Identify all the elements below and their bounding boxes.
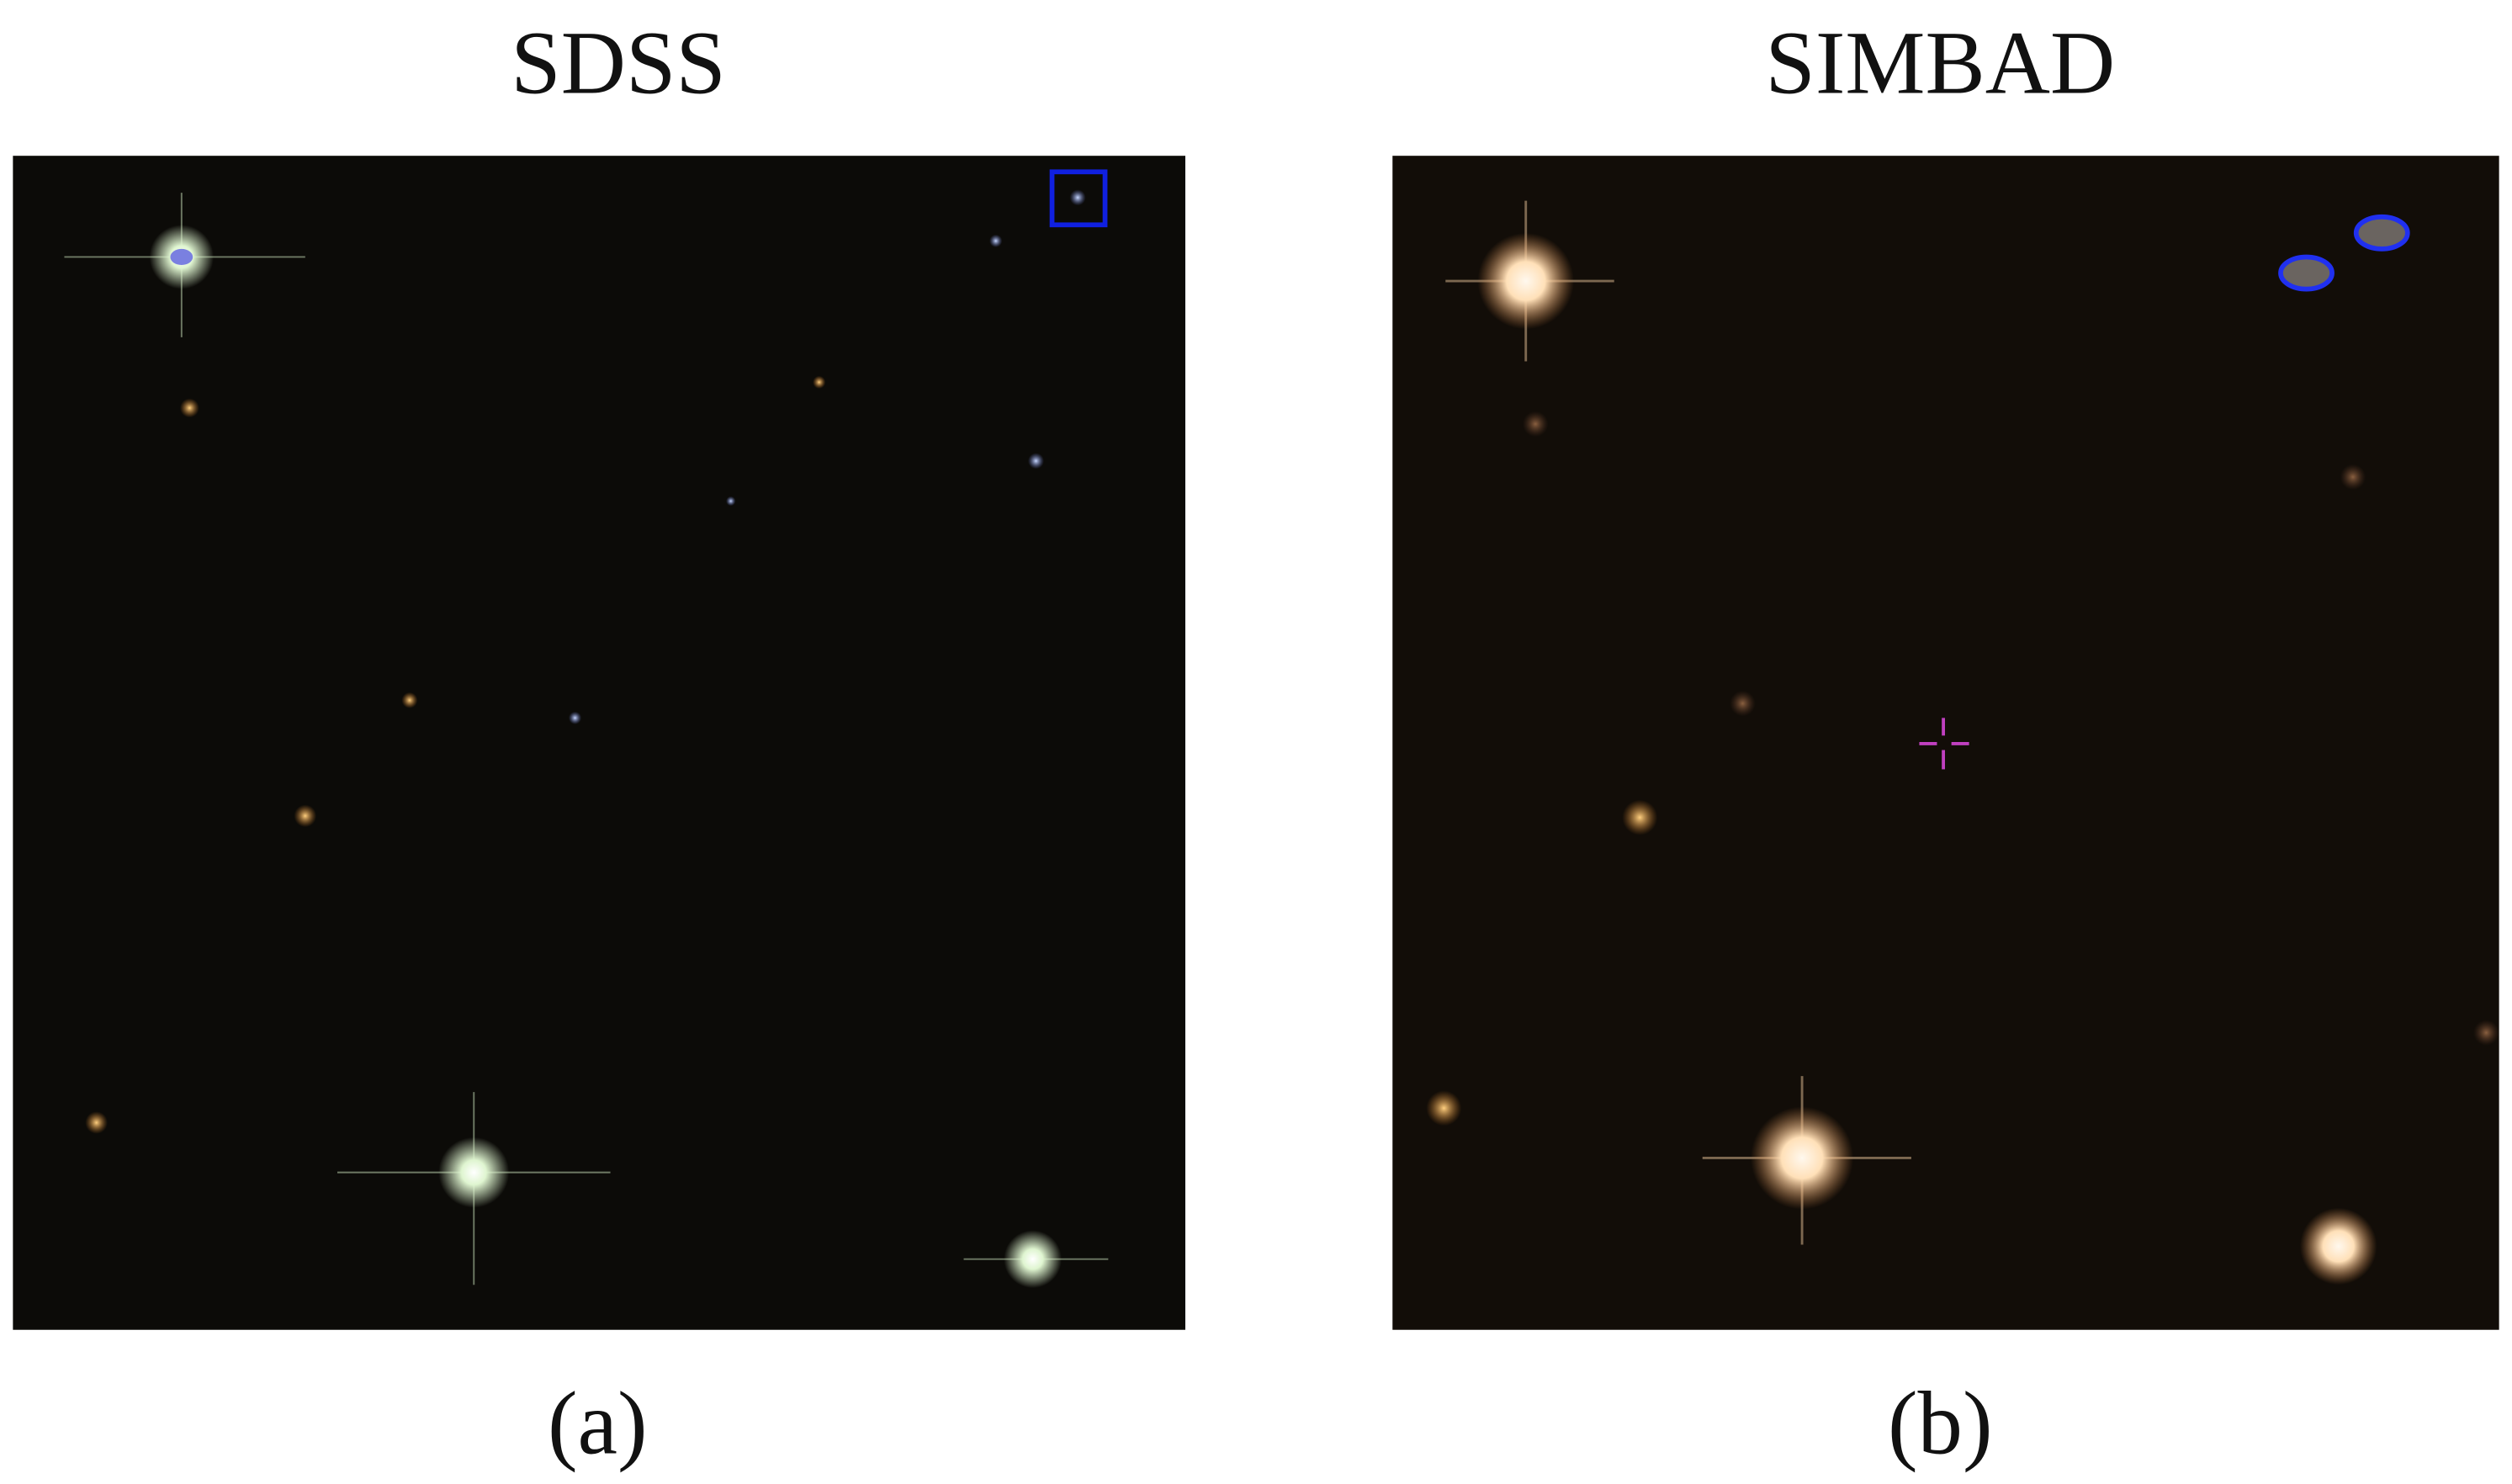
panel-caption: (b) — [1888, 1375, 1993, 1474]
marker-ellipse — [2278, 214, 2410, 292]
panel-title: SDSS — [511, 14, 726, 114]
sdss-image — [13, 156, 1185, 1330]
panel-title: SIMBAD — [1765, 14, 2115, 114]
marker-box — [1049, 169, 1108, 228]
crosshair — [1919, 718, 1969, 770]
panel-caption: (a) — [548, 1375, 648, 1474]
simbad-image — [1392, 156, 2499, 1330]
